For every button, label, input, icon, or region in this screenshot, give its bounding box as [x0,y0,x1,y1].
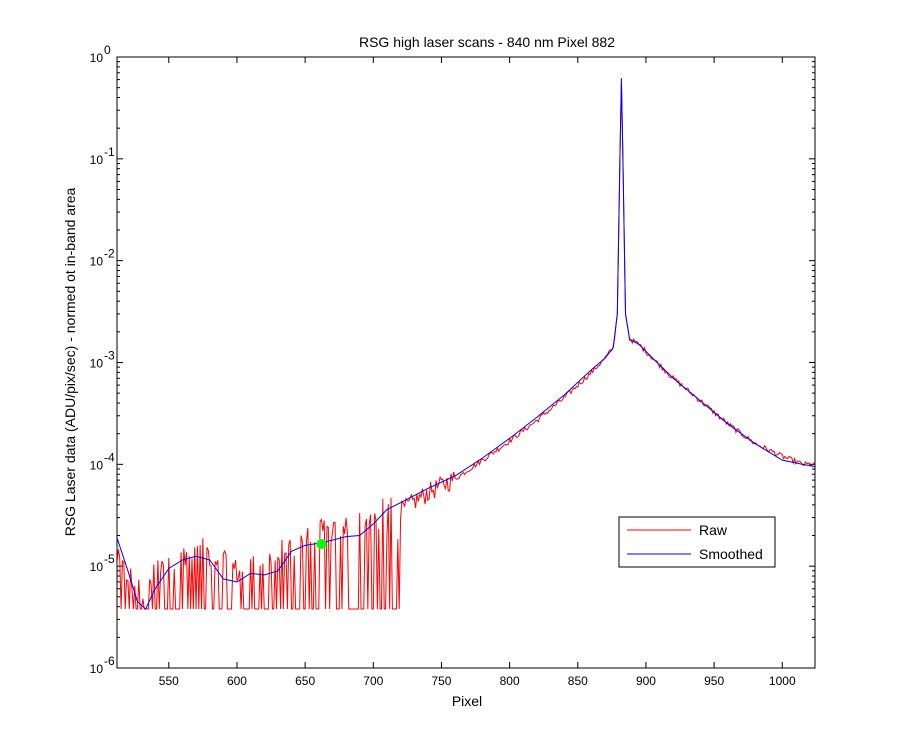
y-tick-exponent: 0 [104,43,111,57]
x-tick-label: 950 [704,674,724,688]
y-tick-label: 10 [90,458,104,472]
y-tick-label: 10 [90,255,104,269]
plot-area: 550 600 650 700 750 800 850 900 950 100010-610-51… [90,43,816,688]
y-tick-exponent: -3 [104,349,115,363]
x-tick-label: 650 [295,674,315,688]
y-tick-exponent: -2 [104,247,115,261]
x-tick-label: 850 [568,674,588,688]
x-tick-label: 700 [363,674,383,688]
y-tick-exponent: -1 [104,145,115,159]
x-tick-label: 800 [500,674,520,688]
series-line-smoothed [117,78,815,610]
legend-label-smoothed: Smoothed [699,546,763,562]
y-tick-label: 10 [90,51,104,65]
legend-box [618,516,776,568]
x-tick-label: 750 [431,674,451,688]
y-tick-label: 10 [90,357,104,371]
y-tick-label: 10 [90,153,104,167]
y-tick-label: 10 [90,662,104,676]
y-tick-exponent: -5 [104,552,115,566]
y-tick-exponent: -6 [104,654,115,668]
y-tick-label: 10 [90,560,104,574]
highlight-marker [316,539,327,550]
y-tick-exponent: -4 [104,450,115,464]
series-line-raw [117,83,815,610]
y-axis-label: RSG Laser data (ADU/pix/sec) - normed ot… [62,187,78,536]
x-tick-label: 900 [636,674,656,688]
x-tick-label: 600 [227,674,247,688]
legend: Raw Smoothed [618,516,776,568]
x-tick-label: 550 [159,674,179,688]
legend-label-raw: Raw [699,522,728,538]
x-axis-label: Pixel [452,693,482,709]
x-tick-label: 1000 [769,674,796,688]
chart-title: RSG high laser scans - 840 nm Pixel 882 [359,34,615,50]
